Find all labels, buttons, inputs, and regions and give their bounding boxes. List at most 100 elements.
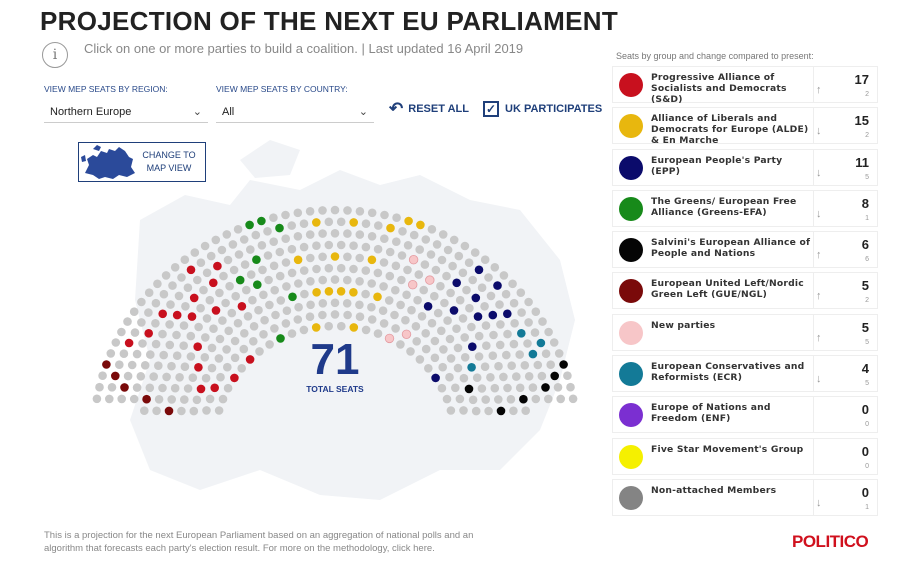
party-seats: 5 [861, 319, 869, 335]
seat-empty [343, 275, 352, 285]
seat-empty [282, 282, 291, 291]
seat-filled [187, 312, 197, 321]
seat-filled [349, 323, 359, 332]
seat-empty [553, 383, 563, 392]
legend-row[interactable]: Europe of Nations and Freedom (ENF) 0 0 [612, 396, 878, 434]
info-icon[interactable]: i [42, 42, 68, 68]
seat-empty [183, 384, 193, 393]
legend-divider [813, 273, 814, 309]
seat-empty [174, 291, 184, 301]
region-select[interactable]: Northern Europe ⌄ [44, 101, 208, 123]
seat-empty [215, 334, 225, 344]
uk-participates-checkbox[interactable]: ✓ [483, 101, 499, 117]
seat-empty [305, 312, 315, 322]
seat-empty [517, 308, 526, 317]
legend-row[interactable]: Non-attached Members ↓ 0 1 [612, 478, 878, 516]
legend-divider [813, 190, 814, 226]
seat-empty [509, 298, 519, 308]
seat-empty [437, 255, 447, 265]
seat-empty [259, 330, 268, 339]
party-seat-change: 6 [865, 256, 869, 264]
seat-filled [158, 309, 167, 319]
seat-empty [503, 329, 512, 339]
seat-empty [180, 395, 189, 404]
seat-empty [520, 361, 530, 370]
seat-empty [464, 258, 474, 268]
seat-empty [223, 362, 232, 372]
seat-empty [419, 285, 429, 295]
legend-row[interactable]: Five Star Movement's Group 0 0 [612, 437, 878, 475]
seat-empty [111, 338, 121, 347]
seat-empty [223, 255, 233, 265]
footer-note[interactable]: This is a projection for the next Europe… [44, 530, 474, 554]
legend-row[interactable]: European United Left/Nordic Green Left (… [612, 272, 878, 310]
seat-empty [432, 240, 442, 249]
seat-filled [452, 278, 462, 288]
change-to-map-view-button[interactable]: CHANGE TO MAP VIEW [78, 142, 206, 182]
seat-empty [440, 298, 449, 308]
seat-empty [170, 383, 180, 393]
seat-empty [391, 261, 401, 271]
seat-empty [397, 275, 406, 285]
change-arrow-icon: ↓ [816, 496, 822, 509]
seat-empty [384, 296, 394, 305]
seat-empty [159, 289, 169, 299]
seat-empty [237, 364, 246, 373]
seat-empty [380, 210, 389, 220]
seat-empty [424, 364, 433, 373]
seat-empty [167, 361, 176, 371]
seat-empty [336, 263, 346, 273]
seat-empty [324, 263, 334, 273]
seat-filled [186, 265, 196, 275]
seat-filled [194, 363, 203, 372]
seat-empty [242, 285, 251, 295]
seat-empty [129, 394, 139, 404]
seat-empty [481, 321, 491, 330]
party-color-swatch [619, 444, 643, 469]
uk-participates-toggle[interactable]: ✓ UK PARTICIPATES [483, 101, 602, 117]
seat-empty [287, 268, 297, 278]
party-color-swatch [619, 320, 643, 345]
legend-row[interactable]: European Conservatives and Reformists (E… [612, 355, 878, 393]
seat-empty [186, 331, 196, 341]
party-seats: 11 [855, 154, 869, 170]
seat-empty [92, 394, 102, 404]
chevron-down-icon: ⌄ [358, 106, 368, 118]
seat-empty [240, 260, 250, 269]
seat-filled [172, 310, 182, 320]
seat-empty [427, 318, 437, 328]
seat-empty [443, 316, 452, 325]
legend-row[interactable]: New parties ↑ 5 5 [612, 313, 878, 351]
map-button-line2: MAP VIEW [146, 163, 192, 173]
seat-empty [445, 334, 455, 344]
seat-empty [427, 225, 437, 234]
seat-empty [442, 271, 451, 281]
seat-empty [305, 207, 315, 216]
country-select[interactable]: All ⌄ [216, 101, 374, 123]
legend-row[interactable]: The Greens/ European Free Alliance (Gree… [612, 189, 878, 227]
seat-empty [306, 300, 315, 310]
reset-all-button[interactable]: ↶ RESET ALL [389, 100, 469, 117]
background-europe-map [130, 140, 575, 500]
seat-empty [451, 383, 460, 393]
seat-empty [246, 270, 256, 279]
seat-empty [391, 285, 400, 295]
party-name: European United Left/Nordic Green Left (… [651, 278, 804, 301]
seat-empty [455, 295, 465, 305]
seat-empty [140, 361, 150, 370]
seat-filled [144, 329, 153, 338]
legend-row[interactable]: Progressive Alliance of Socialists and D… [612, 66, 878, 105]
seat-empty [452, 324, 461, 334]
seat-empty [186, 352, 196, 361]
seat-empty [306, 253, 315, 263]
legend-row[interactable]: Alliance of Liberals and Democrats for E… [612, 107, 878, 146]
total-seats-value: 71 [310, 335, 360, 384]
legend-row[interactable]: Salvini's European Alliance of People an… [612, 231, 878, 269]
politico-logo[interactable]: POLITICO [792, 532, 869, 551]
party-color-swatch [619, 279, 643, 304]
seat-empty [446, 406, 456, 415]
seat-empty [281, 258, 291, 267]
legend-row[interactable]: European People's Party (EPP) ↓ 11 5 [612, 148, 878, 186]
party-color-swatch [619, 73, 643, 97]
party-seats: 4 [861, 361, 869, 377]
